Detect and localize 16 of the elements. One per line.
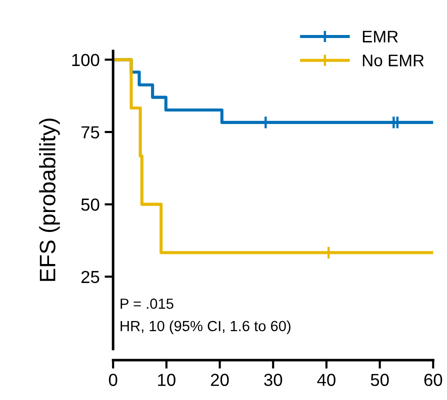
annotation: P = .015: [120, 298, 174, 309]
y-tick-label: 100: [72, 54, 100, 66]
y-tick-label: 75: [81, 126, 100, 138]
x-tick-label: 20: [210, 374, 229, 386]
y-tick-label: 25: [81, 270, 100, 284]
x-tick-label: 60: [424, 374, 442, 386]
y-tick-label: 50: [81, 198, 100, 211]
x-tick-label: 50: [370, 374, 389, 386]
y-axis-title: EFS (probability): [39, 118, 60, 281]
x-tick-label: 0: [108, 374, 118, 386]
x-tick-label: 30: [264, 374, 282, 386]
x-tick-label: 40: [317, 374, 336, 386]
legend-label: EMR: [362, 30, 398, 42]
annotation: HR, 10 (95% CI, 1.6 to 60): [120, 320, 290, 334]
legend-label: No EMR: [362, 54, 424, 66]
x-tick-label: 10: [158, 374, 176, 386]
